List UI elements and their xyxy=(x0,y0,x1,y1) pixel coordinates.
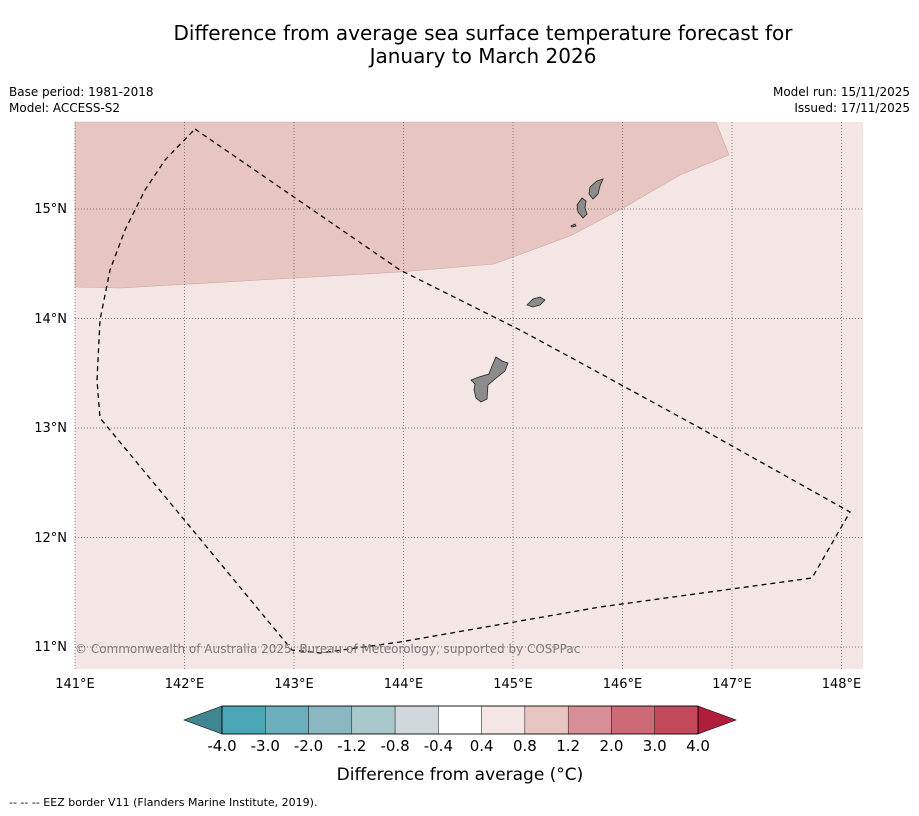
meta-right: Model run: 15/11/2025 Issued: 17/11/2025 xyxy=(773,84,910,116)
gridlines xyxy=(74,122,863,669)
colorbar-segment xyxy=(611,705,655,735)
title-line-1: Difference from average sea surface temp… xyxy=(173,21,793,45)
island-guam xyxy=(470,356,509,403)
model-name: Model: ACCESS-S2 xyxy=(9,101,121,115)
chart-title: Difference from average sea surface temp… xyxy=(0,22,919,68)
colorbar-tick-label: -0.8 xyxy=(380,737,409,755)
anomaly-region-high xyxy=(74,121,730,289)
lon-tick-label: 141°E xyxy=(55,677,95,692)
lon-tick-label: 143°E xyxy=(274,677,314,692)
colorbar-tick-label: 2.0 xyxy=(600,737,624,755)
lon-tick-label: 145°E xyxy=(493,677,533,692)
model-run: Model run: 15/11/2025 xyxy=(772,85,910,99)
island-rota xyxy=(526,296,546,308)
colorbar-segment xyxy=(308,705,353,735)
base-period: Base period: 1981-2018 xyxy=(9,85,154,99)
lat-tick-label: 14°N xyxy=(34,312,67,327)
colorbar-segment xyxy=(265,705,309,735)
colorbar-tick-label: 4.0 xyxy=(686,737,710,755)
title-line-2: January to March 2026 xyxy=(369,44,597,68)
colorbar-segment xyxy=(567,705,612,735)
colorbar-tick-label: -0.4 xyxy=(424,737,453,755)
colorbar-segment xyxy=(481,705,526,735)
lon-tick-label: 147°E xyxy=(712,677,752,692)
eez-border xyxy=(96,128,851,654)
island-saipan xyxy=(588,178,604,200)
colorbar-over-arrow xyxy=(697,705,737,735)
lat-tick-label: 13°N xyxy=(34,421,67,436)
colorbar-segment xyxy=(351,705,396,735)
colorbar-tick-label: -2.0 xyxy=(294,737,323,755)
colorbar-tick-label: 0.4 xyxy=(470,737,494,755)
islands xyxy=(470,178,604,403)
colorbar-segment xyxy=(654,705,699,735)
island-tinian xyxy=(576,197,588,219)
colorbar-under-arrow xyxy=(183,705,223,735)
colorbar-tick-label: 3.0 xyxy=(643,737,667,755)
lat-tick-label: 11°N xyxy=(34,640,67,655)
copyright-text: © Commonwealth of Australia 2025, Bureau… xyxy=(75,642,580,656)
lon-axis: 141°E 142°E 143°E 144°E 145°E 146°E 147°… xyxy=(55,677,861,692)
lon-tick-label: 146°E xyxy=(603,677,643,692)
footnote: -- -- -- EEZ border V11 (Flanders Marine… xyxy=(9,796,318,809)
lat-tick-label: 12°N xyxy=(34,531,67,546)
lon-tick-label: 142°E xyxy=(165,677,205,692)
lat-axis: 15°N 14°N 13°N 12°N 11°N xyxy=(34,202,67,655)
colorbar-segment xyxy=(438,705,482,735)
colorbar-title: Difference from average (°C) xyxy=(337,765,584,785)
colorbar-segment xyxy=(524,705,569,735)
colorbar-tick-label: -4.0 xyxy=(207,737,236,755)
lat-tick-label: 15°N xyxy=(34,202,67,217)
colorbar-tick-label: -1.2 xyxy=(337,737,366,755)
colorbar-segment xyxy=(221,705,266,735)
colorbar-tick-label: -3.0 xyxy=(251,737,280,755)
lon-tick-label: 148°E xyxy=(822,677,862,692)
issued-date: Issued: 17/11/2025 xyxy=(794,101,910,115)
colorbar-tick-label: 0.8 xyxy=(513,737,537,755)
meta-left: Base period: 1981-2018 Model: ACCESS-S2 xyxy=(9,84,154,116)
island-aguijan xyxy=(570,223,577,228)
colorbar: -4.0 -3.0 -2.0 -1.2 -0.8 -0.4 0.4 0.8 1.2 2.0 3.0 4… xyxy=(183,705,737,755)
colorbar-tick-label: 1.2 xyxy=(556,737,580,755)
lon-tick-label: 144°E xyxy=(384,677,424,692)
colorbar-segment xyxy=(394,705,439,735)
colorbar-frame xyxy=(221,705,699,735)
map-area: © Commonwealth of Australia 2025, Bureau… xyxy=(74,121,863,669)
